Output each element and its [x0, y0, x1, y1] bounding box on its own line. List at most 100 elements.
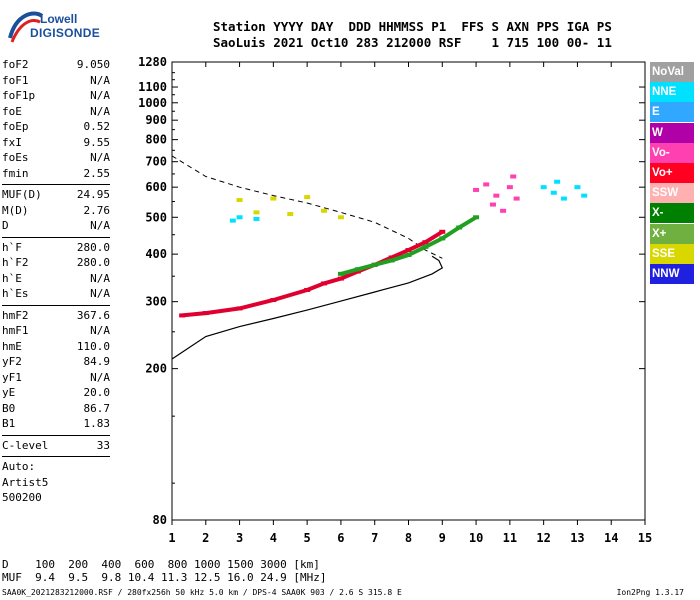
param-row-yf1: yF1 N/A	[2, 371, 110, 387]
header-row-values: SaoLuis 2021 Oct10 283 212000 RSF 1 715 …	[213, 35, 612, 50]
lowell-digisonde-logo: Lowell DIGISONDE	[6, 8, 116, 48]
y-tick-label: 600	[145, 180, 167, 194]
echo-mark-o-trace	[439, 229, 446, 234]
x-tick-label: 11	[503, 531, 517, 545]
echo-mark-nne-echoes	[540, 185, 547, 190]
echo-mark-nne-echoes	[554, 179, 561, 184]
param-value: N/A	[90, 219, 110, 232]
param-label: hmF2	[2, 308, 29, 322]
electron-density-profile	[171, 255, 444, 360]
file-info-footer: SAA0K_2021283212000.RSF / 280fx256h 50 k…	[2, 588, 402, 597]
param-value: 24.95	[76, 188, 110, 201]
param-label: C-level	[2, 438, 49, 452]
x-tick-label: 1	[168, 531, 175, 545]
param-value: N/A	[90, 370, 110, 384]
param-label: yF1	[2, 370, 22, 384]
software-version: Ion2Png 1.3.17	[616, 588, 684, 597]
echo-mark-f-region-echoes	[489, 202, 496, 207]
param-row-yf2: yF2 84.9	[2, 355, 110, 371]
trace-line-x-trace	[340, 215, 478, 276]
y-tick-label: 80	[153, 513, 167, 527]
echo-mark-f-region-echoes	[513, 196, 520, 201]
param-separator	[2, 456, 110, 457]
param-label: M(D)	[2, 203, 29, 217]
param-row-hes: h`Es N/A	[2, 287, 110, 303]
param-label: hmF1	[2, 324, 29, 337]
legend-item-e: E	[650, 102, 694, 123]
param-separator	[2, 184, 110, 185]
param-value: N/A	[90, 73, 110, 87]
muf-row: MUF 9.4 9.5 9.8 10.4 11.3 12.5 16.0 24.9…	[2, 571, 327, 584]
param-value: 0.52	[83, 120, 111, 133]
legend-item-sse: SSE	[650, 243, 694, 264]
echo-mark-nne-echoes	[574, 185, 581, 190]
y-tick-label: 1000	[138, 96, 167, 110]
x-tick-label: 9	[439, 531, 446, 545]
param-row-hmf1: hmF1 N/A	[2, 324, 110, 340]
x-tick-label: 12	[536, 531, 550, 545]
echo-mark-nne-echoes	[229, 218, 236, 223]
y-tick-label: 900	[145, 113, 167, 127]
param-row-hmf2: hmF2 367.6	[2, 309, 110, 325]
param-label: h`E	[2, 271, 22, 285]
param-row-ye: yE 20.0	[2, 386, 110, 402]
echo-mark-sse-echoes	[236, 198, 243, 203]
logo-swoosh-icon	[8, 11, 44, 43]
plasma-frequency-profile	[171, 155, 443, 259]
param-label: foF2	[2, 58, 29, 71]
y-tick-label: 200	[145, 362, 167, 376]
param-label: yE	[2, 386, 16, 399]
x-tick-label: 6	[337, 531, 344, 545]
param-row-foes: foEs N/A	[2, 151, 110, 167]
param-label: hmE	[2, 339, 22, 353]
echo-mark-nne-echoes	[236, 215, 243, 220]
legend-item-vo: Vo+	[650, 162, 694, 183]
x-tick-label: 14	[604, 531, 618, 545]
param-label: fxI	[2, 135, 22, 149]
param-label: foEs	[2, 151, 29, 164]
param-value: 1.83	[83, 417, 111, 430]
param-row-hme: hmE 110.0	[2, 340, 110, 356]
param-value: N/A	[90, 287, 110, 300]
param-value: 33	[96, 438, 110, 452]
x-tick-label: 8	[405, 531, 412, 545]
echo-mark-f-region-echoes	[500, 208, 507, 213]
param-row-fof2: foF2 9.050	[2, 58, 110, 74]
param-value: 2.76	[83, 203, 111, 217]
param-label: h`F	[2, 240, 22, 254]
param-label: foF1	[2, 73, 29, 87]
legend-item-vo: Vo-	[650, 142, 694, 163]
x-tick-label: 3	[236, 531, 243, 545]
param-separator	[2, 236, 110, 238]
param-label: fmin	[2, 166, 29, 180]
param-value: 84.9	[83, 355, 111, 368]
param-row-he: h`E N/A	[2, 272, 110, 288]
legend-item-ssw: SSW	[650, 183, 694, 204]
legend-item-w: W	[650, 122, 694, 143]
param-label: MUF(D)	[2, 188, 42, 201]
echo-mark-f-region-echoes	[510, 174, 517, 179]
distance-row: D 100 200 400 600 800 1000 1500 3000 [km…	[2, 558, 320, 571]
x-tick-label: 2	[202, 531, 209, 545]
autoscaling-text: Auto:	[2, 460, 36, 473]
param-value: N/A	[90, 271, 110, 285]
param-row-fmin: fmin 2.55	[2, 167, 110, 183]
param-label: B1	[2, 417, 16, 430]
autoscaling-text: 500200	[2, 491, 42, 504]
autoscaling-text: Artist5	[2, 475, 49, 489]
doppler-direction-legend: NoVal NNE E W Vo- Vo+ SSW X- X+ SSE NNW	[650, 62, 694, 284]
legend-item-nne: NNE	[650, 82, 694, 103]
legend-item-x: X+	[650, 223, 694, 244]
param-row-fof1p: foF1p N/A	[2, 89, 110, 105]
echo-mark-sse-echoes	[304, 195, 311, 200]
echo-mark-sse-echoes	[287, 212, 294, 217]
scaled-parameters-panel: foF2 9.050 foF1 N/A foF1p N/A foE N/A foEp 0.52 fx…	[2, 58, 110, 507]
param-value: 367.6	[76, 308, 110, 322]
y-tick-label: 800	[145, 133, 167, 147]
echo-mark-f-region-echoes	[483, 182, 490, 187]
param-row-b0: B0 86.7	[2, 402, 110, 418]
param-separator	[2, 434, 110, 436]
param-row-hf2: h`F2 280.0	[2, 256, 110, 272]
param-row-md: M(D) 2.76	[2, 204, 110, 220]
